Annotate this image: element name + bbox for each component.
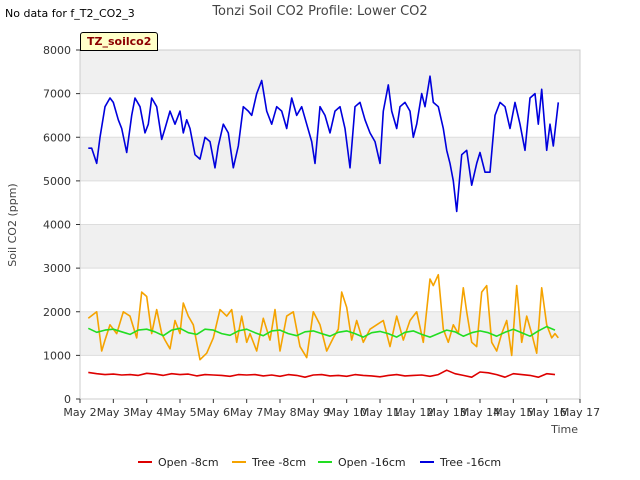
y-tick-label: 8000: [43, 44, 71, 57]
x-axis-label: Time: [550, 423, 578, 436]
series-lines: [87, 75, 560, 379]
x-tick-label: May 13: [427, 406, 467, 419]
y-tick-label: 5000: [43, 175, 71, 188]
x-tick-label: May 12: [393, 406, 433, 419]
x-tick-label: May 2: [63, 406, 96, 419]
legend-item: Tree -16cm: [420, 454, 501, 470]
y-tick-label: 2000: [43, 306, 71, 319]
chart-title: Tonzi Soil CO2 Profile: Lower CO2: [212, 4, 428, 19]
x-tick-label: May 9: [297, 406, 330, 419]
y-axis-label: Soil CO2 (ppm): [6, 183, 19, 266]
y-tick-label: 0: [64, 393, 71, 406]
x-axis-ticks: May 2 May 3 May 4 May 5 May 6 May 7 May 8 May 9…: [63, 399, 600, 419]
site-badge[interactable]: TZ_soilco2: [80, 32, 159, 51]
background-band: [80, 311, 580, 356]
y-tick-label: 4000: [43, 219, 71, 232]
legend-swatch: [232, 461, 246, 463]
y-tick-label: 1000: [43, 349, 71, 362]
series-line-tree-16cm: [88, 75, 560, 213]
series-line-tree-8cm: [87, 273, 559, 361]
plot-background-bands: [80, 50, 580, 356]
background-band: [80, 50, 580, 94]
legend-label: Open -16cm: [338, 455, 406, 469]
x-tick-label: May 14: [460, 406, 500, 419]
legend: Open -8cm Tree -8cm Open -16cm Tree -16cm: [0, 454, 640, 470]
legend-label: Open -8cm: [158, 455, 219, 469]
no-data-notice: No data for f_T2_CO2_3: [5, 7, 135, 20]
legend-item: Tree -8cm: [232, 454, 306, 470]
x-tick-label: May 16: [527, 406, 567, 419]
x-tick-label: May 3: [97, 406, 130, 419]
x-tick-label: May 8: [263, 406, 296, 419]
legend-item: Open -8cm: [138, 454, 219, 470]
y-tick-label: 6000: [43, 131, 71, 144]
legend-label: Tree -8cm: [252, 455, 307, 469]
background-band: [80, 137, 580, 181]
legend-label: Tree -16cm: [440, 455, 502, 469]
y-tick-label: 3000: [43, 262, 71, 275]
y-tick-label: 7000: [43, 88, 71, 101]
x-tick-label: May 15: [493, 406, 533, 419]
y-axis-ticks: 0 1000 2000 3000 4000 5000 6000 7000 8000: [43, 44, 80, 406]
legend-swatch: [318, 461, 332, 463]
legend-swatch: [420, 461, 434, 463]
x-tick-label: May 7: [230, 406, 263, 419]
x-tick-label: May 6: [197, 406, 230, 419]
x-tick-label: May 4: [130, 406, 163, 419]
legend-item: Open -16cm: [318, 454, 406, 470]
background-band: [80, 224, 580, 269]
x-tick-label: May 10: [327, 406, 367, 419]
series-line-open-16cm: [87, 325, 556, 338]
legend-swatch: [138, 461, 152, 463]
series-line-open-8cm: [88, 369, 556, 379]
x-tick-label: May 5: [163, 406, 196, 419]
x-tick-label: May 11: [360, 406, 400, 419]
x-tick-label: May 17: [560, 406, 600, 419]
